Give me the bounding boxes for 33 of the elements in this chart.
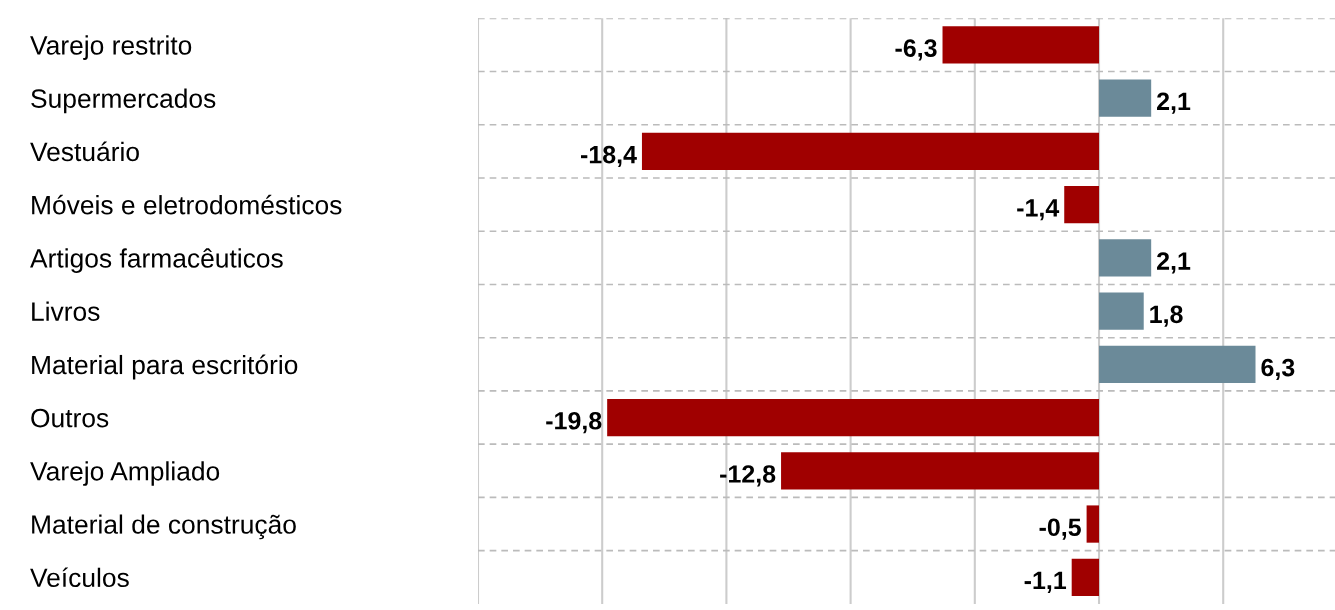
data-label: 1,8 [1150,305,1183,327]
bar [1099,79,1152,117]
bar [942,26,1100,64]
bar [781,452,1100,490]
data-label: -18,4 [580,145,637,168]
y-tick-label: Móveis e eletrodomésticos [32,194,342,215]
bar [1086,505,1100,543]
data-label: -0,5 [1039,518,1081,540]
y-tick-label: Material para escritório [32,354,298,380]
data-label: 2,1 [1157,252,1191,274]
y-tick-label: Supermercados [31,88,216,114]
y-tick-label: Varejo restrito [30,35,192,60]
y-tick-label: Vestuário [30,141,139,162]
data-label: -1,1 [1024,571,1067,593]
y-tick-label: Artigos farmacêuticos [30,248,283,273]
data-label: 6,3 [1261,358,1295,380]
bar [1099,239,1152,277]
bar [1064,185,1100,224]
data-label: -1,4 [1017,199,1060,221]
y-tick-label: Varejo Ampliado [30,461,220,486]
bar [607,398,1100,437]
y-tick-label: Veículos [30,567,129,588]
bar [1071,558,1100,596]
data-label: -19,8 [546,411,602,434]
bar [1099,345,1256,383]
y-tick-label: Material de construção [32,514,296,540]
y-tick-label: Outros [31,408,109,428]
bar [1099,292,1144,330]
bar [641,132,1100,171]
data-label: 2,1 [1157,92,1191,114]
data-label: -6,3 [895,39,937,61]
data-label: -12,8 [720,465,776,487]
y-tick-label: Livros [32,301,100,321]
